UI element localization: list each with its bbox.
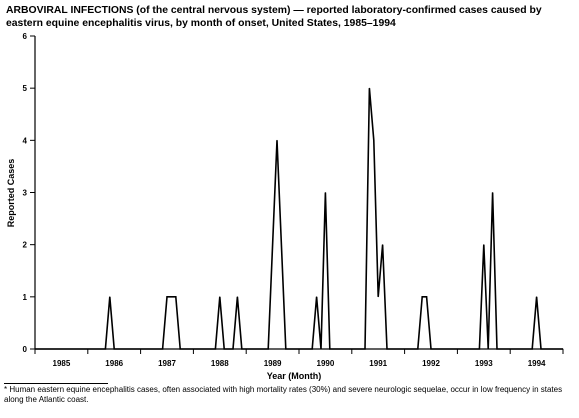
data-point bbox=[430, 348, 432, 350]
x-axis-ticks: 1985 1986 1987 1988 1989 1990 1991 1992 1993 1994 bbox=[34, 349, 564, 368]
x-tick-label: 1991 bbox=[369, 359, 387, 368]
data-point bbox=[369, 87, 370, 89]
data-point bbox=[386, 348, 388, 350]
data-point bbox=[373, 139, 375, 141]
data-point bbox=[479, 348, 480, 350]
chart-title-rest: — reported laboratory-confirmed cases ca… bbox=[6, 5, 542, 29]
x-tick-label: 1988 bbox=[211, 359, 229, 368]
data-point bbox=[219, 296, 221, 298]
chart-title: ARBOVIRAL INFECTIONS (of the central ner… bbox=[6, 5, 571, 30]
y-tick-label: 4 bbox=[23, 136, 28, 145]
data-point bbox=[325, 192, 326, 193]
data-point bbox=[316, 296, 317, 298]
data-point bbox=[175, 296, 177, 298]
data-point bbox=[237, 296, 238, 298]
footnote: * Human eastern equine encephalitis case… bbox=[4, 385, 563, 404]
data-point bbox=[492, 192, 493, 193]
data-point bbox=[34, 348, 36, 350]
data-point bbox=[496, 348, 498, 350]
data-point bbox=[179, 348, 181, 350]
data-point bbox=[487, 348, 489, 350]
data-point bbox=[285, 348, 287, 350]
chart-title-lead: ARBOVIRAL INFECTIONS (of the central ner… bbox=[6, 5, 291, 16]
y-axis-label: Reported Cases bbox=[6, 159, 16, 228]
data-point bbox=[162, 348, 164, 350]
y-tick-label: 2 bbox=[23, 241, 28, 250]
data-point bbox=[223, 348, 225, 350]
data-point bbox=[232, 348, 234, 350]
data-point bbox=[109, 296, 111, 298]
series-line bbox=[35, 88, 563, 350]
x-tick-label: 1993 bbox=[475, 359, 493, 368]
data-point bbox=[105, 348, 106, 350]
data-point bbox=[276, 139, 278, 141]
data-point bbox=[382, 244, 383, 246]
data-point bbox=[426, 296, 427, 298]
data-point bbox=[215, 348, 216, 350]
y-tick-label: 1 bbox=[23, 293, 28, 302]
x-tick-label: 1987 bbox=[158, 359, 176, 368]
data-point bbox=[562, 348, 564, 350]
x-tick-label: 1985 bbox=[53, 359, 71, 368]
data-point bbox=[540, 348, 542, 350]
y-axis-ticks: 0 1 2 3 4 5 6 bbox=[23, 32, 35, 354]
data-point bbox=[267, 348, 269, 350]
x-tick-label: 1994 bbox=[528, 359, 546, 368]
x-axis-label: Year (Month) bbox=[267, 371, 322, 381]
chart-series bbox=[34, 87, 564, 350]
data-point bbox=[166, 296, 168, 298]
y-tick-label: 0 bbox=[23, 345, 28, 354]
data-point bbox=[320, 348, 322, 350]
x-tick-label: 1989 bbox=[264, 359, 282, 368]
y-tick-label: 3 bbox=[23, 189, 28, 198]
data-point bbox=[364, 348, 366, 350]
data-point bbox=[329, 348, 331, 350]
chart-axes bbox=[34, 36, 563, 350]
data-point bbox=[531, 348, 533, 350]
data-point bbox=[536, 296, 537, 298]
data-point bbox=[417, 348, 419, 350]
data-point bbox=[241, 348, 243, 350]
x-tick-label: 1986 bbox=[105, 359, 123, 368]
data-point bbox=[377, 296, 379, 298]
data-point bbox=[421, 296, 423, 298]
y-tick-label: 5 bbox=[23, 84, 28, 93]
data-point bbox=[113, 348, 115, 350]
footnote-divider bbox=[4, 383, 108, 384]
x-tick-label: 1990 bbox=[317, 359, 335, 368]
y-tick-label: 6 bbox=[23, 32, 28, 41]
data-point bbox=[311, 348, 313, 350]
data-point bbox=[483, 244, 485, 246]
x-tick-label: 1992 bbox=[422, 359, 440, 368]
